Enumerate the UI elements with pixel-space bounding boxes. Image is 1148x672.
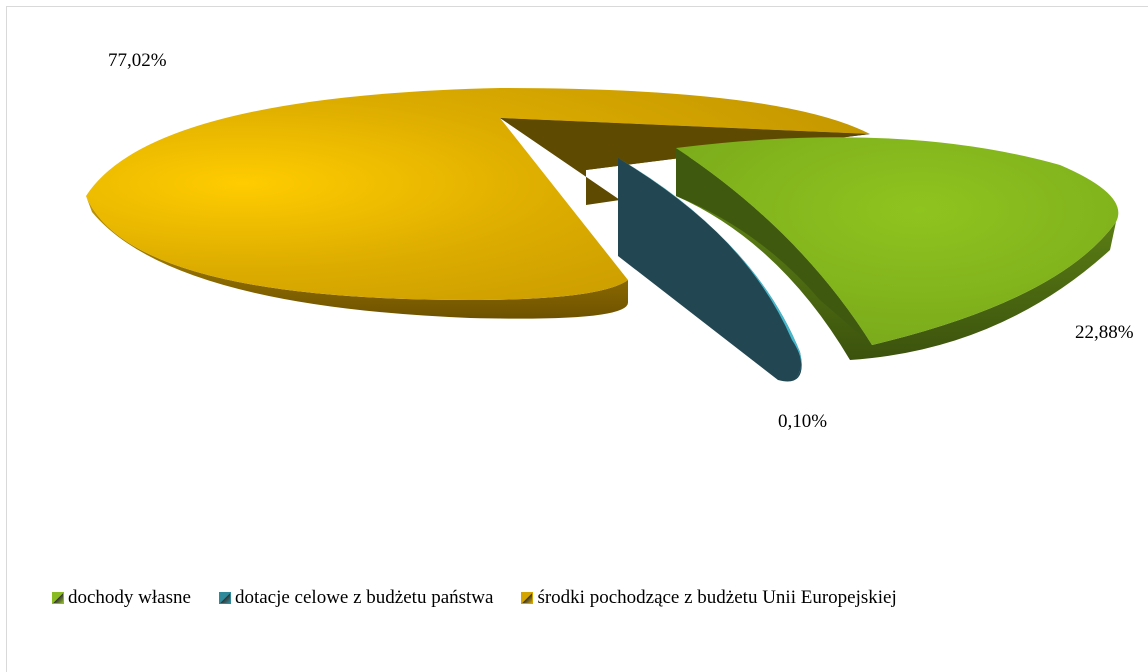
legend-label: środki pochodzące z budżetu Unii Europej… (537, 587, 897, 608)
legend-label: dochody własne (68, 587, 191, 608)
legend-label: dotacje celowe z budżetu państwa (234, 587, 494, 608)
legend-swatch (218, 592, 231, 604)
legend-item: środki pochodzące z budżetu Unii Europej… (521, 587, 897, 609)
legend: dochody własne dotacje celowe z budżetu p… (52, 587, 925, 609)
slice (676, 137, 1119, 345)
slice (86, 88, 870, 300)
legend-swatch (52, 592, 64, 604)
legend-swatch (521, 592, 534, 604)
slice-inner-wall (500, 118, 870, 170)
slice-side (618, 158, 802, 382)
legend-item: dotacje celowe z budżetu państwa (218, 587, 494, 609)
data-label: 22,88% (1075, 322, 1134, 343)
data-label: 0,10% (778, 411, 828, 432)
data-label: 77,02% (108, 50, 167, 71)
slice-side (676, 148, 1116, 360)
slice-side (86, 196, 629, 319)
legend-item: dochody własne (52, 587, 191, 609)
slice-inner-wall (676, 148, 872, 345)
chart-frame (6, 6, 1148, 672)
